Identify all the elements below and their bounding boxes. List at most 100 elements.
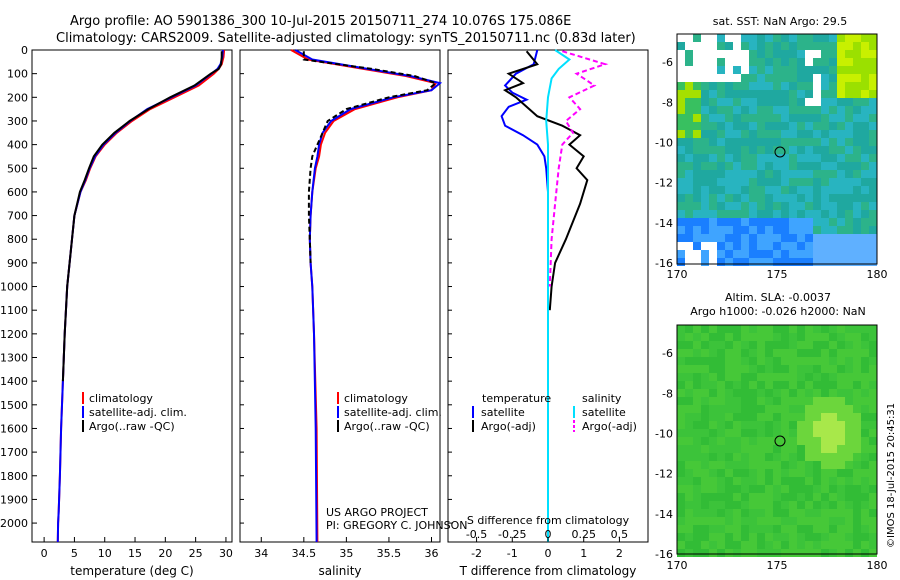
map-cell: [741, 250, 749, 258]
map-cell: [845, 154, 853, 162]
map-cell: [837, 413, 845, 421]
sst-map-title: sat. SST: NaN Argo: 29.5: [713, 15, 847, 28]
map-cell: [677, 170, 685, 178]
map-cell: [869, 226, 877, 234]
map-cell: [805, 90, 813, 98]
map-cell: [701, 437, 709, 445]
map-cell: [861, 333, 869, 341]
map-cell: [765, 250, 773, 258]
map-cell: [749, 34, 757, 42]
map-cell: [693, 162, 701, 170]
map-cell: [797, 154, 805, 162]
map-cell: [733, 461, 741, 469]
map-cell: [845, 58, 853, 66]
map-cell: [813, 349, 821, 357]
map-cell: [677, 194, 685, 202]
map-cell: [757, 381, 765, 389]
map-cell: [853, 325, 861, 333]
map-cell: [765, 413, 773, 421]
map-cell: [781, 186, 789, 194]
map-cell: [685, 226, 693, 234]
map-cell: [749, 461, 757, 469]
map-cell: [805, 501, 813, 509]
temperature-frame: [31, 49, 233, 543]
map-cell: [789, 226, 797, 234]
map-cell: [701, 333, 709, 341]
map-cell: [677, 461, 685, 469]
map-cell: [829, 210, 837, 218]
map-cell: [757, 469, 765, 477]
map-cell: [717, 178, 725, 186]
map-cell: [709, 541, 717, 549]
map-cell: [709, 130, 717, 138]
map-cell: [813, 210, 821, 218]
map-cell: [701, 98, 709, 106]
map-cell: [869, 242, 877, 250]
map-cell: [869, 517, 877, 525]
map-cell: [741, 202, 749, 210]
map-x-tick-label: 180: [867, 559, 888, 572]
map-cell: [805, 34, 813, 42]
map-cell: [869, 66, 877, 74]
map-cell: [741, 453, 749, 461]
map-cell: [829, 333, 837, 341]
map-cell: [861, 50, 869, 58]
map-cell: [781, 525, 789, 533]
map-cell: [765, 373, 773, 381]
map-cell: [821, 373, 829, 381]
legend-temp-satellite-label: satellite: [481, 406, 525, 419]
map-cell: [781, 106, 789, 114]
map-cell: [701, 341, 709, 349]
map-cell: [725, 397, 733, 405]
map-cell: [709, 461, 717, 469]
map-cell: [741, 485, 749, 493]
map-cell: [845, 90, 853, 98]
depth-yticks: 0100200300400500600700800900100011001200…: [0, 44, 37, 530]
map-cell: [773, 82, 781, 90]
map-cell: [757, 357, 765, 365]
map-cell: [781, 333, 789, 341]
map-cell: [709, 453, 717, 461]
map-cell: [685, 405, 693, 413]
map-cell: [813, 218, 821, 226]
map-cell: [677, 477, 685, 485]
map-cell: [725, 501, 733, 509]
map-cell: [821, 525, 829, 533]
map-cell: [845, 98, 853, 106]
map-cell: [813, 325, 821, 333]
map-cell: [749, 509, 757, 517]
map-cell: [693, 325, 701, 333]
map-cell: [773, 162, 781, 170]
map-cell: [853, 341, 861, 349]
map-cell: [853, 541, 861, 549]
map-cell: [861, 218, 869, 226]
map-cell: [821, 170, 829, 178]
map-cell: [861, 146, 869, 154]
map-cell: [829, 242, 837, 250]
map-cell: [677, 122, 685, 130]
map-cell: [813, 194, 821, 202]
map-cell: [821, 533, 829, 541]
map-cell: [693, 194, 701, 202]
map-cell: [693, 453, 701, 461]
map-cell: [813, 234, 821, 242]
map-cell: [861, 34, 869, 42]
map-cell: [805, 357, 813, 365]
map-cell: [845, 106, 853, 114]
sla-map-cells: [677, 325, 877, 557]
map-cell: [757, 373, 765, 381]
map-cell: [861, 114, 869, 122]
map-cell: [821, 437, 829, 445]
map-cell: [845, 397, 853, 405]
map-cell: [853, 66, 861, 74]
map-cell: [861, 517, 869, 525]
map-cell: [869, 98, 877, 106]
map-cell: [773, 445, 781, 453]
map-cell: [861, 122, 869, 130]
map-cell: [765, 477, 773, 485]
map-cell: [853, 42, 861, 50]
map-cell: [813, 445, 821, 453]
map-cell: [845, 365, 853, 373]
map-cell: [677, 250, 685, 258]
map-cell: [861, 509, 869, 517]
